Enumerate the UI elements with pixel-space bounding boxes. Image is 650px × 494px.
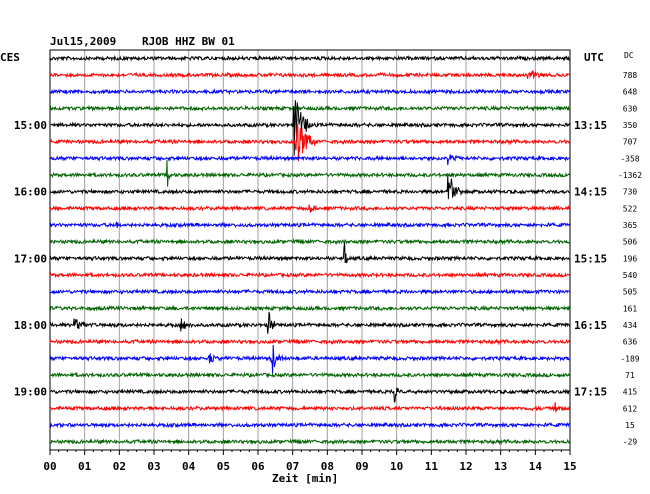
- dc-offset-label: 196: [623, 254, 638, 263]
- header-date: Jul15,2009: [50, 35, 116, 48]
- x-tick-label: 15: [563, 460, 576, 473]
- x-tick-label: 12: [459, 460, 472, 473]
- trace-24: [49, 438, 571, 446]
- dc-offset-label: 15: [625, 421, 635, 430]
- trace-15: [49, 288, 571, 296]
- dc-offset-label: 71: [625, 371, 635, 380]
- trace-lines: [49, 54, 571, 446]
- trace-20: [49, 371, 570, 379]
- trace-7: [49, 154, 570, 166]
- right-timezone: UTC: [584, 51, 604, 64]
- dc-offset-label: 161: [623, 304, 638, 313]
- right-time-label: 14:15: [574, 186, 607, 199]
- dc-offset-label: 648: [623, 88, 638, 97]
- dc-offset-label: 415: [623, 388, 638, 397]
- trace-1: [49, 54, 571, 62]
- right-time-label: 17:15: [574, 386, 607, 399]
- trace-23: [49, 421, 570, 429]
- dc-offset-label: 788: [623, 71, 638, 80]
- x-tick-label: 06: [251, 460, 265, 473]
- left-time-label: 16:00: [14, 186, 47, 199]
- x-tick-label: 10: [390, 460, 403, 473]
- dc-offset-label: 540: [623, 271, 638, 280]
- trace-8: [49, 159, 570, 187]
- trace-9: [49, 175, 570, 200]
- dc-offset-label: 707: [623, 138, 638, 147]
- x-tick-label: 03: [147, 460, 160, 473]
- dc-offset-label: 636: [623, 338, 638, 347]
- x-tick-label: 02: [113, 460, 126, 473]
- trace-11: [49, 221, 571, 229]
- x-tick-label: 05: [217, 460, 230, 473]
- left-timezone: CES: [0, 51, 20, 64]
- left-time-label: 19:00: [14, 386, 47, 399]
- trace-5: [49, 100, 571, 156]
- x-axis: 00 01 02 03 04 05 06 07 08 09 10 11 12 13 14 15: [43, 450, 577, 473]
- x-axis-label: Zeit [min]: [272, 472, 338, 485]
- trace-16: [49, 304, 571, 312]
- trace-14: [49, 271, 570, 279]
- trace-18: [49, 338, 571, 346]
- x-tick-label: 13: [494, 460, 507, 473]
- dc-offset-label: -189: [620, 354, 639, 363]
- x-tick-label: 11: [425, 460, 439, 473]
- trace-6: [49, 123, 571, 162]
- dc-offset-label: 506: [623, 238, 638, 247]
- trace-2: [49, 70, 570, 80]
- right-time-label: 16:15: [574, 319, 607, 332]
- x-tick-label: 07: [286, 460, 299, 473]
- trace-19: [49, 344, 570, 374]
- trace-4: [49, 104, 570, 112]
- dc-offset-label: 730: [623, 188, 638, 197]
- dc-offset-label: 505: [623, 288, 638, 297]
- trace-13: [49, 242, 571, 264]
- right-time-label: 15:15: [574, 252, 607, 265]
- dc-offset-label: -358: [620, 154, 639, 163]
- dc-offset-label: 612: [623, 404, 638, 413]
- x-tick-label: 01: [78, 460, 92, 473]
- dc-offset-label: -1362: [618, 171, 642, 180]
- dc-offset-label: 522: [623, 204, 638, 213]
- x-tick-label: 00: [43, 460, 56, 473]
- grid: [49, 49, 571, 451]
- dc-offset-label: 630: [623, 104, 638, 113]
- dc-label: DC: [624, 51, 634, 60]
- left-time-label: 17:00: [14, 252, 47, 265]
- dc-offset-label: 365: [623, 221, 638, 230]
- x-tick-label: 04: [182, 460, 196, 473]
- trace-12: [49, 238, 570, 246]
- trace-10: [49, 204, 571, 213]
- dc-offset-label: 350: [623, 121, 638, 130]
- trace-22: [49, 402, 571, 413]
- trace-17: [49, 311, 571, 334]
- trace-21: [49, 387, 570, 403]
- header-station: RJOB HHZ BW 01: [142, 35, 235, 48]
- right-time-label: 13:15: [574, 119, 607, 132]
- left-time-label: 15:00: [14, 119, 47, 132]
- left-time-label: 18:00: [14, 319, 47, 332]
- trace-3: [49, 88, 571, 96]
- x-tick-label: 14: [529, 460, 543, 473]
- x-tick-label: 08: [321, 460, 334, 473]
- x-tick-label: 09: [355, 460, 368, 473]
- dc-offset-label: 434: [623, 321, 638, 330]
- dc-offset-label: -29: [623, 438, 638, 447]
